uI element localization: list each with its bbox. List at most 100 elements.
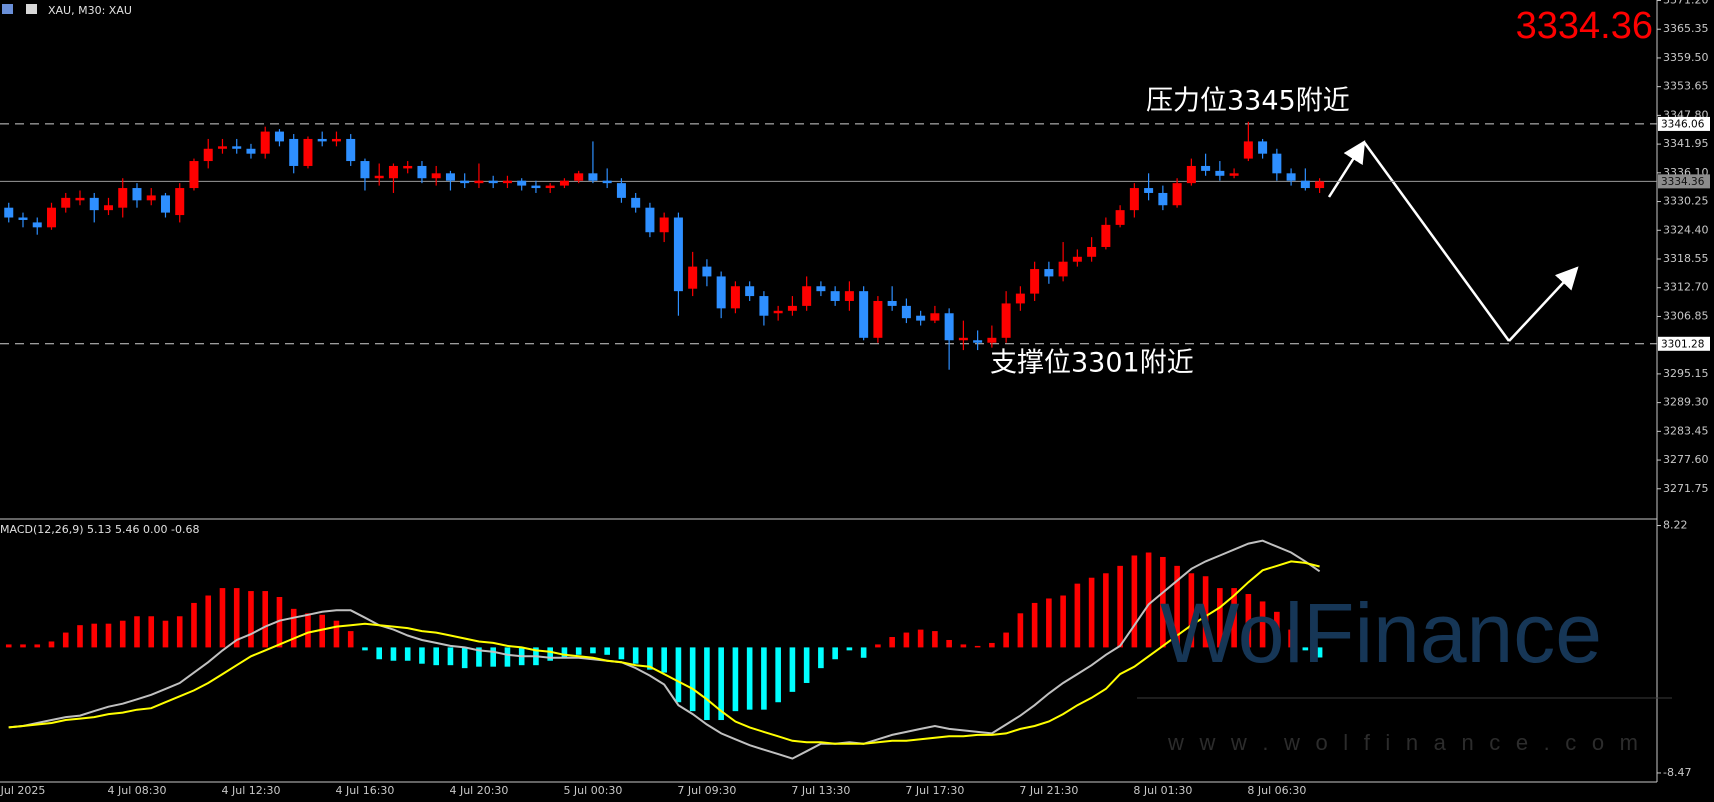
histogram-bar [789,647,796,692]
candle-body [246,148,256,154]
histogram-bar [1174,565,1180,648]
histogram-bar [176,616,183,648]
candle-body [773,310,783,314]
candle-body [816,286,826,292]
histogram-bar [119,620,126,648]
histogram-bar [1288,629,1294,648]
candle-body [1015,293,1025,304]
x-tick-label: Jul 2025 [0,784,45,797]
histogram-bar [433,647,439,666]
candle-body [460,180,470,184]
candle-body [545,185,555,189]
candle-body [445,173,455,181]
candle-body [217,146,227,149]
histogram-bar [618,647,625,660]
chart-title: XAU, M30: XAU [48,4,132,17]
histogram-bar [547,647,553,661]
candle-body [203,148,213,162]
histogram-bar [561,647,568,658]
histogram-bar [1074,583,1081,648]
histogram-bar [1031,602,1038,648]
histogram-bar [376,647,383,660]
candle-body [474,180,484,184]
candle-body [901,305,911,319]
histogram-bar [62,632,69,648]
y-tick-label: -8.47 [1663,766,1691,779]
histogram-bar [305,613,311,648]
candle-body [374,175,384,179]
candle-body [958,337,968,341]
candle-body [1058,261,1068,277]
histogram-bar [661,647,667,673]
histogram-bar [889,637,895,648]
histogram-bar [689,647,696,712]
histogram-bar [1274,611,1280,648]
histogram-bar [191,602,197,648]
candle-body [873,300,883,338]
candle-body [1215,170,1225,176]
x-tick-label: 4 Jul 12:30 [221,784,280,797]
candle-body [1030,269,1040,294]
candle-body [631,197,641,208]
histogram-bar [77,625,83,648]
histogram-bar [333,620,340,648]
histogram-bar [290,608,297,648]
histogram-bar [205,595,212,648]
histogram-bar [575,647,582,655]
candle-body [32,222,42,228]
histogram-bar [732,647,739,712]
candle-body [1286,173,1296,181]
histogram-bar [1088,577,1095,648]
candle-body [745,286,755,297]
y-tick-label: 3341.95 [1663,137,1709,150]
candle-body [602,180,612,184]
candle-body [1272,153,1282,174]
histogram-bar [1046,598,1052,648]
histogram-bar [604,647,610,655]
price-box [1658,336,1710,351]
candle-body [1186,165,1196,184]
candle-body [830,291,840,301]
candle-body [802,286,812,306]
candle-body [688,266,698,289]
candle-body [46,207,56,228]
annotation: 支撑位3301附近 [990,348,1194,379]
candle-body [673,217,683,292]
price-box [1658,116,1710,131]
histogram-bar [1060,595,1066,648]
histogram-bar [91,623,98,648]
candle-body [1115,210,1125,225]
histogram-bar [775,647,781,703]
histogram-bar [1302,647,1309,651]
histogram-bar [476,647,482,667]
price-box-label: 3334.36 [1661,176,1705,188]
candle-body [260,131,270,154]
histogram-bar [262,591,269,648]
x-tick-label: 7 Jul 13:30 [791,784,850,797]
candle-body [75,197,85,201]
x-tick-label: 7 Jul 21:30 [1019,784,1078,797]
candle-body [588,173,598,181]
y-tick-label: 3289.30 [1663,396,1709,409]
histogram-bar [148,616,155,648]
histogram-bar [832,647,838,660]
candle-body [18,217,28,220]
y-tick-label: 3271.75 [1663,482,1709,495]
macd-line [8,539,1321,760]
candle-body [1258,141,1268,154]
forecast-arrow [1362,141,1511,342]
histogram-bar [704,647,710,721]
histogram-bar [1316,647,1323,658]
histogram-bar [5,644,12,648]
y-tick-label: 3318.55 [1663,252,1709,265]
candle-body [1201,165,1211,171]
watermark-title: WolFinance [1160,586,1602,680]
histogram-bar [989,642,995,648]
histogram-bar [1017,613,1024,648]
candle-body [346,138,356,162]
histogram-bar [347,631,354,648]
candle-body [1072,256,1082,262]
